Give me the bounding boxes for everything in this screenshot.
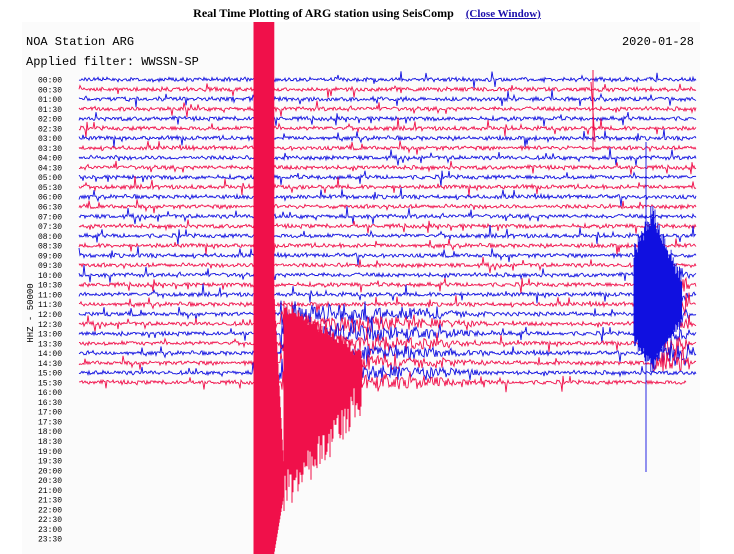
- seismogram-traces: [78, 22, 697, 554]
- trace-line: [78, 316, 697, 354]
- event-burst-blue: [633, 142, 683, 472]
- spike-event: [590, 70, 596, 152]
- time-label: 19:00: [38, 448, 62, 457]
- time-label: 15:30: [38, 379, 62, 388]
- filter-label: Applied filter: WWSSN-SP: [26, 55, 199, 69]
- trace-line: [78, 329, 697, 356]
- trace-line: [78, 357, 697, 387]
- trace-line: [78, 339, 697, 369]
- time-axis-labels: 00:0000:3001:0001:3002:0002:3003:0003:30…: [38, 77, 62, 545]
- trace-line: [78, 160, 697, 175]
- trace-line: [78, 98, 697, 118]
- window-header: Real Time Plotting of ARG station using …: [0, 4, 734, 22]
- time-label: 07:30: [38, 223, 62, 232]
- seismogram-canvas: NOA Station ARG Applied filter: WWSSN-SP…: [26, 22, 697, 554]
- time-label: 16:30: [38, 399, 62, 408]
- time-label: 15:00: [38, 370, 62, 379]
- channel-label: HHZ - 50000: [26, 283, 36, 342]
- trace-line: [78, 187, 697, 207]
- time-label: 20:00: [38, 467, 62, 476]
- time-label: 08:00: [38, 233, 62, 242]
- trace-line: [78, 224, 697, 246]
- time-label: 08:30: [38, 243, 62, 252]
- trace-line: [78, 129, 697, 147]
- time-label: 06:00: [38, 194, 62, 203]
- time-label: 01:00: [38, 96, 62, 105]
- time-label: 19:30: [38, 458, 62, 467]
- time-label: 13:00: [38, 331, 62, 340]
- trace-line: [78, 283, 697, 307]
- time-label: 09:00: [38, 252, 62, 261]
- trace-line: [78, 176, 697, 196]
- trace-line: [78, 256, 697, 273]
- time-label: 02:30: [38, 125, 62, 134]
- page-title: Real Time Plotting of ARG station using …: [193, 6, 454, 20]
- time-label: 23:00: [38, 526, 62, 535]
- time-label: 07:00: [38, 213, 62, 222]
- time-label: 22:30: [38, 516, 62, 525]
- time-label: 11:30: [38, 301, 62, 310]
- time-label: 21:30: [38, 497, 62, 506]
- trace-line: [78, 363, 687, 394]
- station-label: NOA Station ARG: [26, 35, 134, 49]
- trace-line: [78, 307, 697, 345]
- trace-line: [78, 71, 697, 90]
- time-label: 14:30: [38, 360, 62, 369]
- trace-line: [78, 287, 697, 316]
- trace-line: [78, 246, 697, 266]
- time-label: 11:00: [38, 291, 62, 300]
- date-label: 2020-01-28: [622, 35, 694, 49]
- time-label: 00:00: [38, 77, 62, 86]
- time-label: 16:00: [38, 389, 62, 398]
- trace-line: [78, 147, 697, 166]
- trace-line: [78, 199, 697, 214]
- trace-line: [78, 300, 697, 328]
- time-label: 04:30: [38, 164, 62, 173]
- time-label: 23:30: [38, 536, 62, 545]
- time-label: 18:00: [38, 428, 62, 437]
- time-label: 21:00: [38, 487, 62, 496]
- time-label: 05:30: [38, 184, 62, 193]
- trace-line: [78, 275, 697, 295]
- trace-line: [78, 83, 697, 98]
- time-label: 13:30: [38, 340, 62, 349]
- time-label: 02:00: [38, 116, 62, 125]
- time-label: 12:30: [38, 321, 62, 330]
- time-label: 17:30: [38, 418, 62, 427]
- time-label: 03:00: [38, 135, 62, 144]
- time-label: 12:00: [38, 311, 62, 320]
- time-label: 10:30: [38, 282, 62, 291]
- trace-line: [78, 238, 697, 255]
- trace-line: [78, 140, 697, 158]
- trace-line: [78, 349, 697, 376]
- time-label: 18:30: [38, 438, 62, 447]
- trace-line: [78, 219, 697, 234]
- time-label: 14:00: [38, 350, 62, 359]
- trace-line: [78, 170, 697, 187]
- time-label: 01:30: [38, 106, 62, 115]
- time-label: 09:30: [38, 262, 62, 271]
- earthquake-burst: [253, 22, 363, 554]
- time-label: 20:30: [38, 477, 62, 486]
- time-label: 06:30: [38, 204, 62, 213]
- trace-line: [78, 89, 697, 108]
- time-label: 10:00: [38, 272, 62, 281]
- trace-line: [78, 117, 697, 138]
- time-label: 04:00: [38, 155, 62, 164]
- time-label: 05:00: [38, 174, 62, 183]
- time-label: 03:30: [38, 145, 62, 154]
- time-label: 17:00: [38, 409, 62, 418]
- seismogram-plot: NOA Station ARG Applied filter: WWSSN-SP…: [22, 22, 700, 554]
- trace-line: [78, 260, 697, 289]
- close-window-link[interactable]: (Close Window): [465, 8, 541, 20]
- time-label: 22:00: [38, 506, 62, 515]
- time-label: 00:30: [38, 86, 62, 95]
- trace-line: [78, 206, 697, 225]
